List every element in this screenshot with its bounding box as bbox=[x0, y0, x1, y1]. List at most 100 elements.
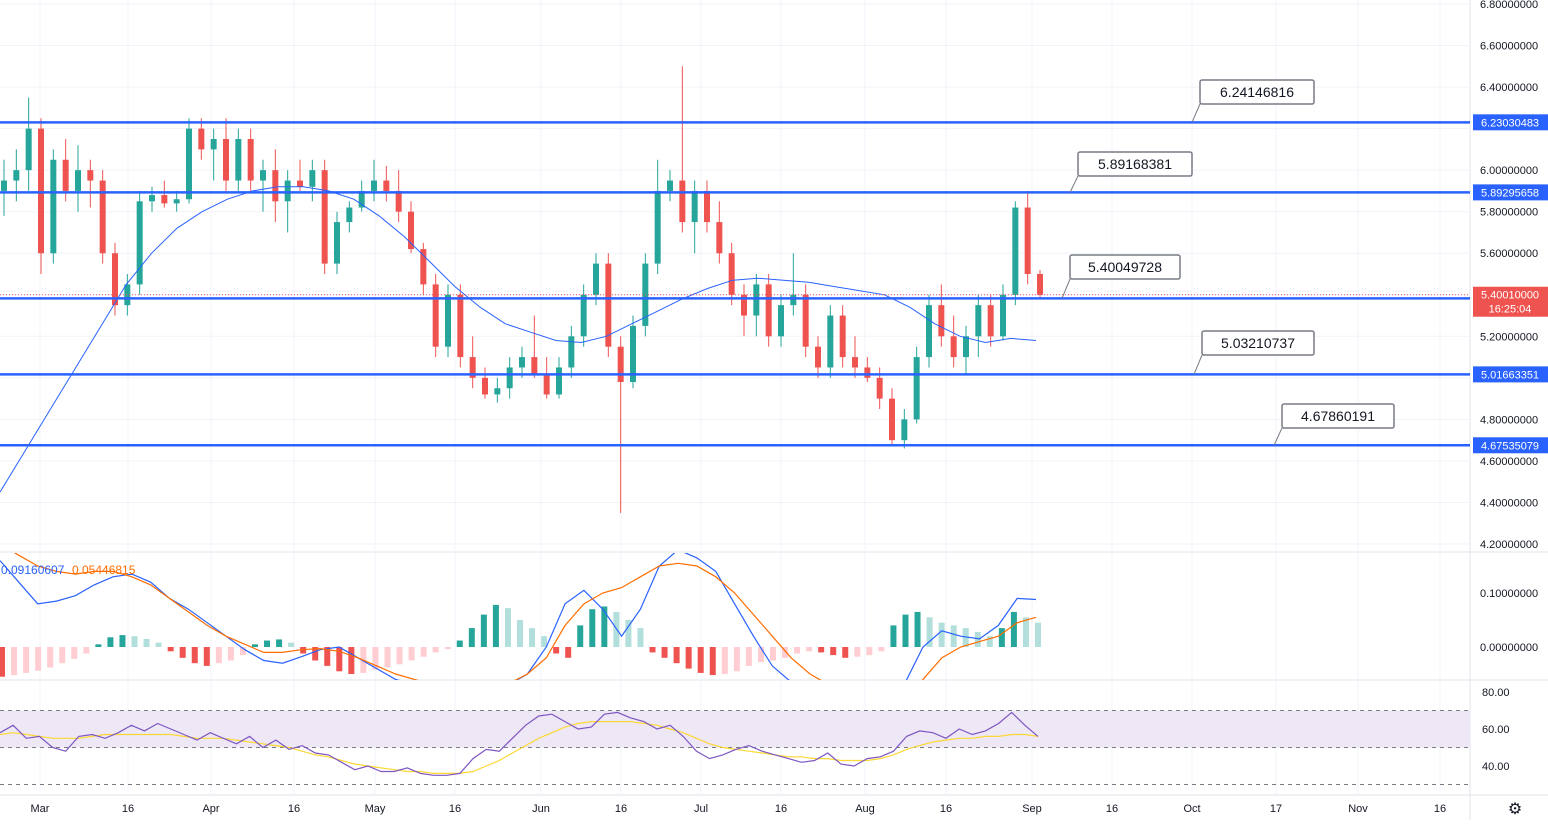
candle[interactable] bbox=[371, 180, 377, 191]
signal-line[interactable] bbox=[0, 544, 1037, 701]
price-axis[interactable]: 6.230304835.892956585.382736795.01663351… bbox=[1473, 0, 1548, 773]
candle[interactable] bbox=[580, 294, 587, 337]
candle[interactable] bbox=[790, 294, 797, 306]
candle[interactable] bbox=[950, 336, 957, 358]
candle[interactable] bbox=[543, 373, 550, 395]
candle[interactable] bbox=[839, 315, 846, 358]
level-callout[interactable] bbox=[1201, 330, 1315, 356]
candle[interactable] bbox=[297, 180, 303, 187]
candle[interactable] bbox=[852, 357, 858, 368]
candle[interactable] bbox=[765, 284, 772, 337]
candle[interactable] bbox=[457, 294, 464, 358]
candle[interactable] bbox=[25, 128, 32, 171]
candle[interactable] bbox=[802, 294, 809, 347]
candle[interactable] bbox=[334, 222, 340, 264]
candle[interactable] bbox=[210, 139, 217, 150]
candle[interactable] bbox=[716, 222, 723, 254]
candle[interactable] bbox=[469, 357, 476, 378]
candle[interactable] bbox=[987, 305, 994, 337]
candle[interactable] bbox=[75, 170, 81, 191]
candle[interactable] bbox=[506, 367, 513, 389]
time-axis[interactable]: Mar 16 Apr 16 May 16 Jun 16 Jul 16 Aug 16 Sep 16 Oct 17… bbox=[31, 801, 1523, 818]
candle[interactable] bbox=[876, 377, 883, 399]
candle[interactable] bbox=[358, 190, 365, 208]
candle[interactable] bbox=[408, 211, 414, 250]
candle[interactable] bbox=[926, 305, 932, 358]
candle[interactable] bbox=[321, 170, 328, 264]
level-callout[interactable] bbox=[1199, 79, 1315, 105]
candle[interactable] bbox=[173, 199, 180, 204]
candle[interactable] bbox=[654, 190, 661, 264]
candle[interactable] bbox=[679, 180, 686, 223]
candle[interactable] bbox=[420, 249, 427, 285]
level-callout[interactable] bbox=[1077, 151, 1193, 177]
candle[interactable] bbox=[395, 190, 402, 212]
candle[interactable] bbox=[13, 170, 20, 181]
candle[interactable] bbox=[247, 139, 254, 181]
level-callout[interactable] bbox=[1069, 254, 1181, 280]
candle[interactable] bbox=[519, 357, 525, 368]
candle[interactable] bbox=[617, 346, 624, 382]
candle[interactable] bbox=[913, 357, 920, 420]
candle[interactable] bbox=[149, 195, 155, 202]
candle[interactable] bbox=[728, 253, 735, 295]
candle[interactable] bbox=[235, 139, 242, 181]
candle[interactable] bbox=[38, 128, 44, 254]
candle[interactable] bbox=[691, 190, 698, 223]
candle[interactable] bbox=[124, 284, 131, 306]
moving-average-line[interactable] bbox=[0, 186, 1037, 493]
candle[interactable] bbox=[778, 305, 784, 337]
candle[interactable] bbox=[1, 180, 7, 191]
candle[interactable] bbox=[309, 170, 316, 187]
candle[interactable] bbox=[284, 180, 291, 202]
candle[interactable] bbox=[445, 294, 451, 347]
candle[interactable] bbox=[482, 377, 488, 395]
candle[interactable] bbox=[975, 305, 982, 337]
price-panel[interactable]: 6.24146816 5.89168381 5.40049728 5.03210737… bbox=[0, 66, 1470, 513]
candle[interactable] bbox=[889, 398, 895, 441]
candle[interactable] bbox=[1012, 207, 1019, 295]
candle[interactable] bbox=[704, 190, 710, 223]
candle[interactable] bbox=[99, 180, 106, 254]
candle[interactable] bbox=[938, 305, 945, 337]
rsi-panel[interactable] bbox=[0, 710, 1470, 785]
candle[interactable] bbox=[1024, 207, 1031, 274]
candle[interactable] bbox=[1037, 274, 1043, 295]
candle[interactable] bbox=[50, 159, 57, 254]
candle[interactable] bbox=[260, 170, 266, 181]
candle[interactable] bbox=[223, 139, 229, 181]
candle[interactable] bbox=[901, 419, 908, 441]
settings-icon[interactable]: ⚙ bbox=[1508, 801, 1522, 818]
rsi-line[interactable] bbox=[0, 711, 1039, 776]
candle[interactable] bbox=[272, 170, 279, 202]
candle[interactable] bbox=[198, 128, 205, 150]
candle[interactable] bbox=[112, 253, 118, 306]
candle[interactable] bbox=[864, 367, 871, 378]
candle[interactable] bbox=[87, 170, 94, 181]
candle[interactable] bbox=[494, 388, 501, 395]
candle[interactable] bbox=[568, 336, 575, 368]
candle[interactable] bbox=[741, 294, 747, 316]
candle[interactable] bbox=[630, 325, 636, 382]
candle[interactable] bbox=[1000, 294, 1006, 337]
candle[interactable] bbox=[667, 180, 673, 191]
candle[interactable] bbox=[136, 201, 143, 285]
candle[interactable] bbox=[161, 195, 168, 204]
candle[interactable] bbox=[186, 128, 192, 200]
candle[interactable] bbox=[62, 159, 69, 191]
macd-panel[interactable]: 0.09160607 0.05446815 bbox=[0, 544, 1041, 711]
candle[interactable] bbox=[531, 357, 538, 374]
candle[interactable] bbox=[815, 346, 821, 368]
candle[interactable] bbox=[432, 284, 439, 347]
candle[interactable] bbox=[556, 367, 562, 395]
candle[interactable] bbox=[827, 315, 834, 368]
candle[interactable] bbox=[593, 263, 599, 295]
candle[interactable] bbox=[383, 180, 390, 191]
level-callout[interactable] bbox=[1281, 403, 1395, 429]
candle[interactable] bbox=[753, 284, 760, 316]
candle[interactable] bbox=[963, 336, 969, 358]
candle[interactable] bbox=[346, 207, 353, 223]
candle[interactable] bbox=[605, 263, 612, 347]
